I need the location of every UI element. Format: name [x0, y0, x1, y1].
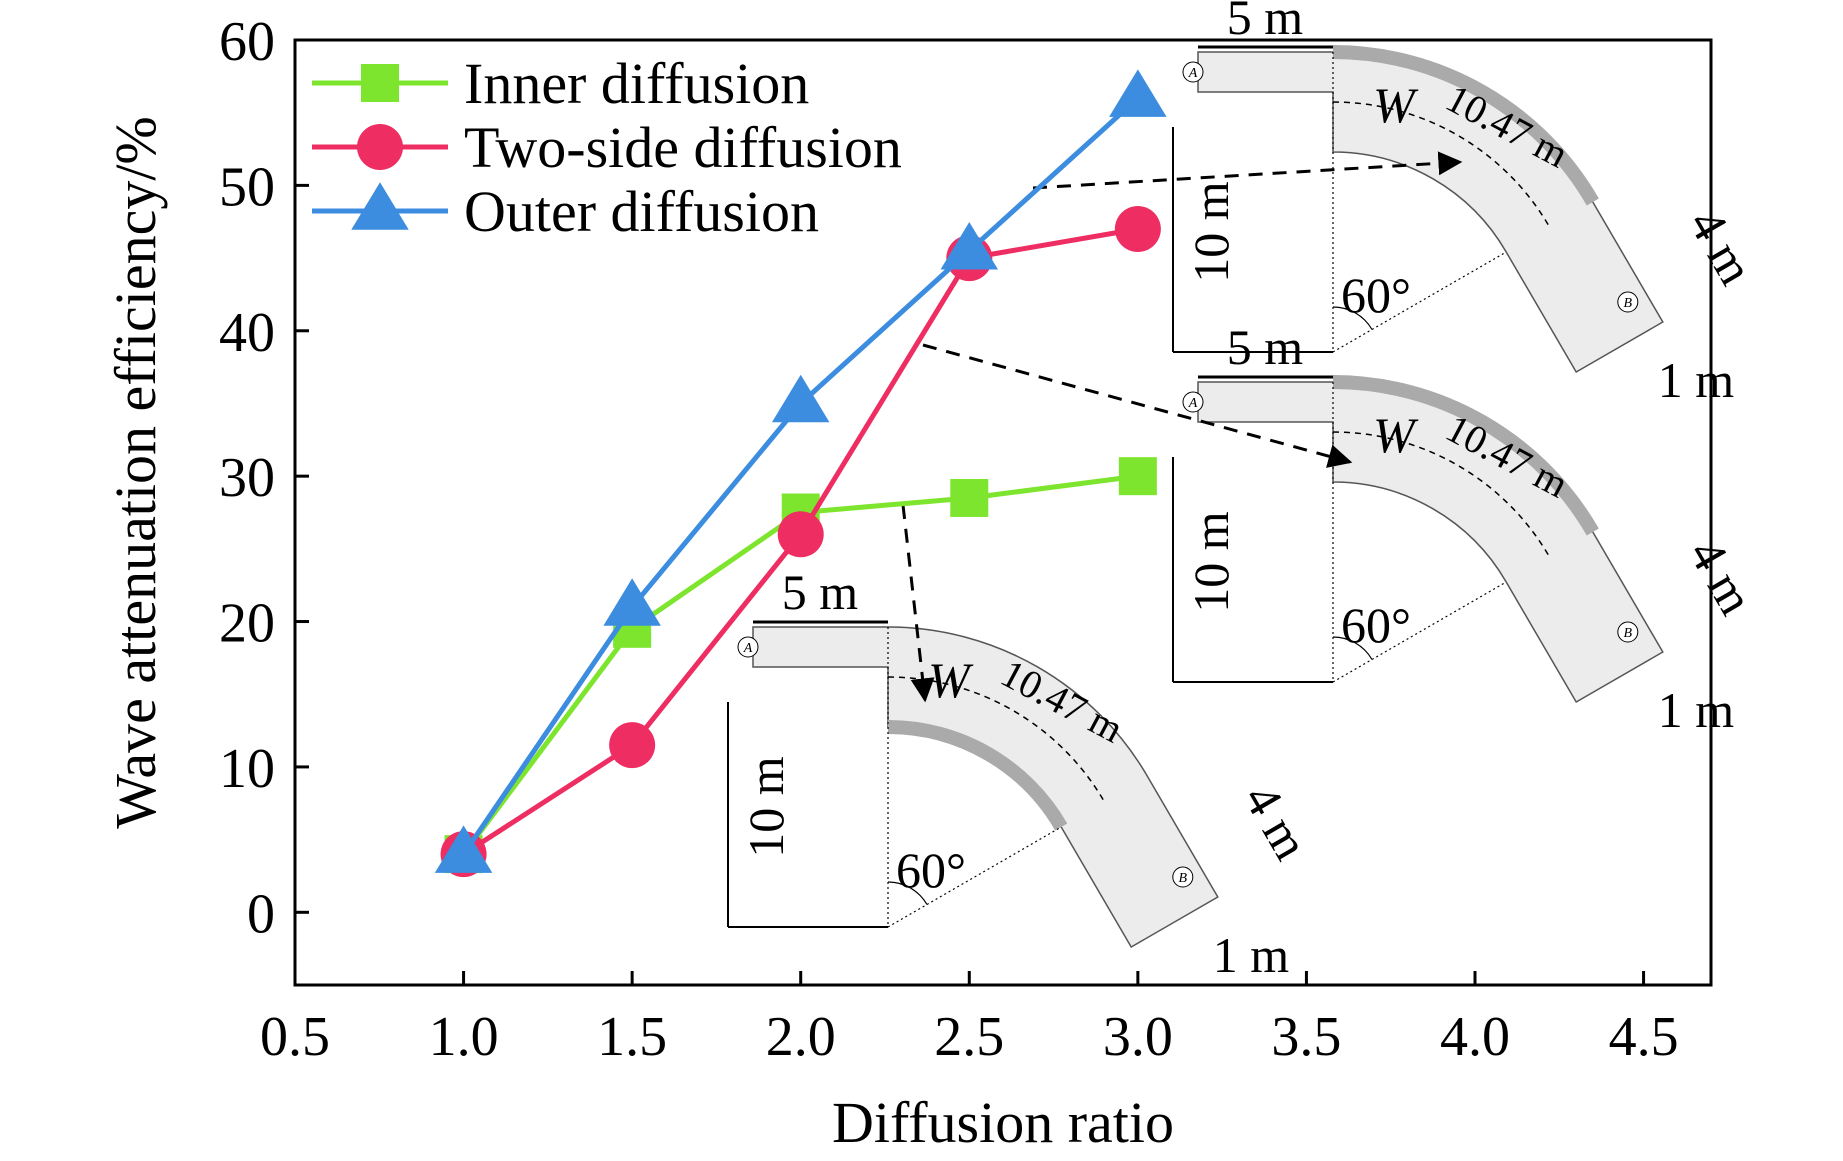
point-a-label: A	[1188, 396, 1198, 411]
x-tick-label: 4.5	[1609, 1006, 1679, 1068]
offset-label: 1 m	[1213, 927, 1290, 983]
plot-frame	[293, 38, 1713, 987]
angle-label: 60°	[1341, 597, 1411, 653]
offset-label: 1 m	[1658, 352, 1735, 408]
data-point-circle	[1114, 206, 1161, 252]
angle-arc	[1332, 306, 1373, 330]
height-label: 10 m	[1183, 181, 1239, 283]
data-point-triangle	[434, 825, 493, 873]
centerline	[1332, 101, 1551, 228]
x-tick-label: 3.5	[1271, 1006, 1341, 1068]
point-b-marker	[1617, 621, 1639, 643]
width-label: 5 m	[782, 564, 859, 620]
legend-item: Two-side diffusion	[312, 115, 902, 180]
reference-line	[1332, 581, 1507, 683]
x-tick-label: 0.5	[260, 1006, 330, 1068]
data-point-square	[950, 478, 989, 517]
exit-width-label: 4 m	[1678, 200, 1765, 294]
point-a-marker	[1182, 61, 1204, 83]
y-tick-label: 10	[219, 738, 275, 800]
x-axis-title: Diffusion ratio	[832, 1090, 1174, 1155]
legend-label: Outer diffusion	[464, 179, 819, 244]
reference-line	[1332, 251, 1507, 353]
diffusion-edge	[1332, 45, 1599, 206]
y-tick-label: 30	[219, 447, 275, 509]
data-point-triangle	[940, 222, 999, 270]
centerline	[1332, 431, 1551, 558]
axes: 0.5 1.0 1.5 2.0 2.5 3.0 3.5 4.0 4.5 0 10 20 30 40 50 60…	[103, 11, 1679, 1155]
angle-arc	[887, 881, 928, 905]
x-tick-label: 4.0	[1440, 1006, 1510, 1068]
legend-marker-square	[361, 64, 399, 102]
y-tick-label: 60	[219, 11, 275, 73]
legend-label: Inner diffusion	[464, 51, 809, 116]
annotation-arrow	[922, 343, 1353, 468]
point-b-label: B	[1624, 626, 1633, 641]
height-label: 10 m	[1183, 511, 1239, 613]
point-b-label: B	[1624, 296, 1633, 311]
annotation-arrows	[901, 151, 1463, 703]
data-point-triangle	[603, 578, 661, 626]
data-point-triangle	[1109, 69, 1167, 117]
legend-item: Inner diffusion	[312, 51, 809, 116]
w-label: W	[1373, 407, 1419, 463]
data-point-square	[1118, 457, 1157, 496]
legend-marker-triangle	[351, 182, 409, 230]
point-a-label: A	[1188, 66, 1198, 81]
legend-item: Outer diffusion	[312, 179, 819, 244]
x-tick-label: 1.0	[429, 1006, 499, 1068]
width-label: 5 m	[1227, 0, 1304, 45]
annotation-arrow	[1032, 151, 1463, 190]
angle-label: 60°	[896, 842, 966, 898]
y-axis-title: Wave attenuation efficiency/%	[103, 116, 168, 828]
diffusion-edge	[1332, 375, 1599, 536]
y-tick-label: 20	[219, 593, 275, 655]
x-tick-label: 2.0	[766, 1006, 836, 1068]
y-tick-label: 0	[247, 883, 275, 945]
legend-label: Two-side diffusion	[464, 115, 902, 180]
series-triangle	[434, 69, 1167, 873]
exit-width-label: 4 m	[1678, 530, 1765, 624]
w-label: W	[928, 652, 974, 708]
point-b-marker	[1617, 291, 1639, 313]
channel-body	[752, 626, 1219, 949]
y-tick-label: 50	[219, 156, 275, 218]
x-tick-label: 1.5	[597, 1006, 667, 1068]
height-label: 10 m	[738, 756, 794, 858]
angle-label: 60°	[1341, 267, 1411, 323]
reference-line	[887, 826, 1062, 928]
point-b-label: B	[1179, 871, 1188, 886]
point-a-marker	[1182, 391, 1204, 413]
y-tick-label: 40	[219, 302, 275, 364]
point-a-marker	[737, 636, 759, 658]
data-point-circle	[609, 722, 656, 769]
data-point-circle	[777, 511, 824, 558]
point-a-label: A	[743, 641, 753, 656]
legend-marker-circle	[357, 124, 403, 170]
offset-label: 1 m	[1658, 682, 1735, 738]
diffusion-edge	[887, 720, 1068, 831]
channel-body	[1197, 381, 1664, 704]
width-label: 5 m	[1227, 319, 1304, 375]
series-layer	[434, 69, 1167, 878]
annotation-arrow	[901, 504, 935, 703]
x-tick-label: 2.5	[934, 1006, 1004, 1068]
w-label: W	[1373, 77, 1419, 133]
data-point-triangle	[771, 374, 830, 423]
exit-width-label: 4 m	[1233, 775, 1320, 869]
x-tick-label: 3.0	[1103, 1006, 1173, 1068]
angle-arc	[1332, 636, 1373, 660]
point-b-marker	[1172, 866, 1194, 888]
